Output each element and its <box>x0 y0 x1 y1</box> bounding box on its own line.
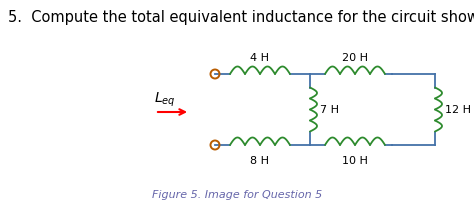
Text: $L_{eq}$: $L_{eq}$ <box>154 91 176 109</box>
Text: 4 H: 4 H <box>250 53 270 63</box>
Text: 8 H: 8 H <box>250 156 270 166</box>
Text: 10 H: 10 H <box>342 156 368 166</box>
Text: 7 H: 7 H <box>320 104 339 114</box>
Text: 20 H: 20 H <box>342 53 368 63</box>
Text: 12 H: 12 H <box>445 104 471 114</box>
Text: 5.  Compute the total equivalent inductance for the circuit shown below.: 5. Compute the total equivalent inductan… <box>8 10 474 25</box>
Text: Figure 5. Image for Question 5: Figure 5. Image for Question 5 <box>152 190 322 200</box>
